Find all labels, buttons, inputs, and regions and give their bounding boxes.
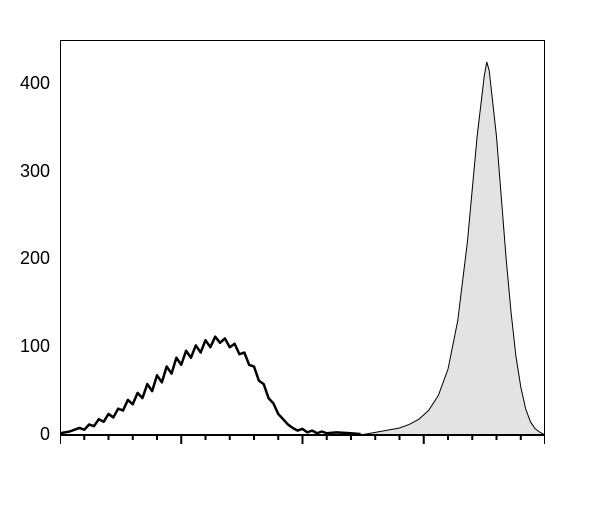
y-tick-label: 400 (5, 73, 50, 94)
histogram-chart (60, 40, 545, 455)
y-tick-label: 300 (5, 161, 50, 182)
chart-svg (60, 40, 545, 450)
y-tick-label: 0 (5, 424, 50, 445)
y-tick-label: 100 (5, 336, 50, 357)
y-tick-label: 200 (5, 248, 50, 269)
